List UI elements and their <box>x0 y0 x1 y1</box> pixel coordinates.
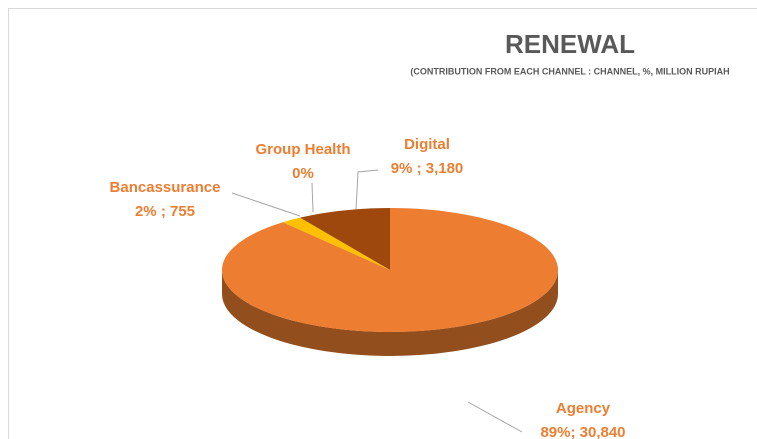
leader-line <box>355 169 379 211</box>
slice-top <box>299 208 390 270</box>
label-name: Group Health <box>255 141 350 158</box>
leader-lines <box>231 169 523 433</box>
data-labels: Agency 89%; 30,840 Bancassurance 2% ; 755 Gr… <box>110 136 626 439</box>
slice-top <box>282 217 390 270</box>
chart-title: RENEWAL <box>505 29 635 59</box>
pie-slice <box>282 217 390 270</box>
pie <box>221 208 558 356</box>
leader-line <box>467 401 523 433</box>
label-name: Digital <box>404 136 450 153</box>
label-value: 89%; 30,840 <box>540 424 625 439</box>
label-value: 9% ; 3,180 <box>391 160 464 177</box>
slice-side <box>222 270 558 356</box>
label-name: Bancassurance <box>110 179 221 196</box>
label-name: Agency <box>556 400 611 417</box>
label-value: 2% ; 755 <box>135 203 195 220</box>
label-value: 0% <box>292 165 314 182</box>
leader-line <box>231 192 301 217</box>
pie-slice <box>299 208 390 270</box>
leader-line <box>311 182 314 213</box>
chart-subtitle: (CONTRIBUTION FROM EACH CHANNEL : CHANNE… <box>410 66 729 76</box>
